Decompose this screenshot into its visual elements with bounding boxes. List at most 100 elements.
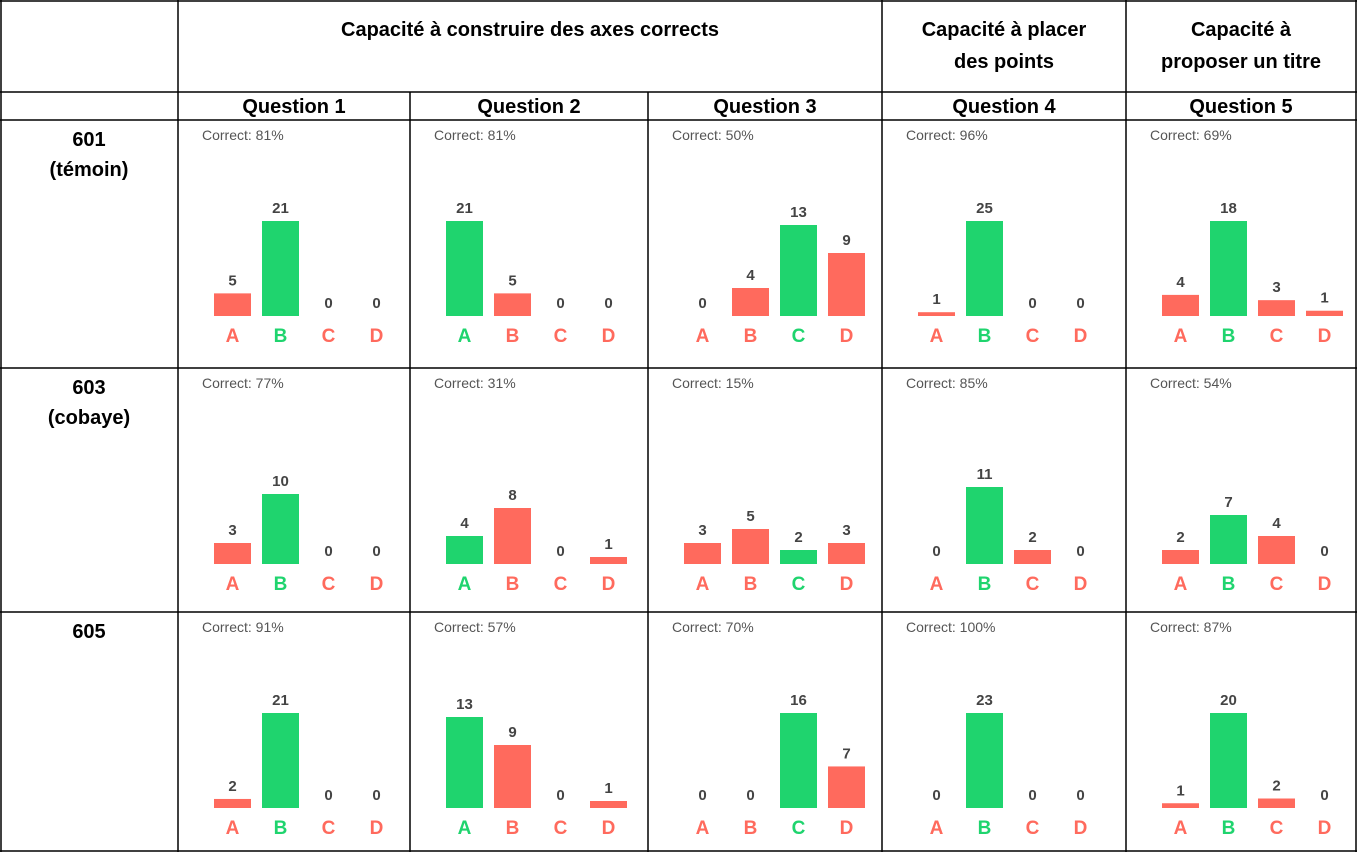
question-header: Question 3 bbox=[713, 96, 816, 118]
option-letter: D bbox=[370, 574, 384, 595]
bar-value: 8 bbox=[508, 487, 516, 504]
bar-value: 0 bbox=[556, 543, 564, 560]
option-letter: A bbox=[930, 326, 944, 347]
bar bbox=[494, 508, 531, 564]
bar bbox=[1014, 550, 1051, 564]
row-label: (cobaye) bbox=[48, 407, 130, 429]
option-letter: A bbox=[930, 574, 944, 595]
group-header: des points bbox=[954, 51, 1054, 73]
row-label: 601 bbox=[72, 129, 105, 151]
correct-rate: Correct: 15% bbox=[672, 375, 754, 391]
option-letter: B bbox=[274, 818, 288, 839]
bar-value: 0 bbox=[372, 543, 380, 560]
option-letter: C bbox=[1026, 574, 1040, 595]
option-letter: A bbox=[930, 818, 944, 839]
option-letter: B bbox=[1222, 326, 1236, 347]
bar bbox=[828, 766, 865, 808]
bar-value: 9 bbox=[508, 724, 516, 741]
bar-value: 2 bbox=[1272, 778, 1280, 795]
correct-rate: Correct: 69% bbox=[1150, 127, 1232, 143]
bar-value: 3 bbox=[842, 522, 850, 539]
option-letter: A bbox=[696, 574, 710, 595]
bar-value: 0 bbox=[1076, 787, 1084, 804]
group-header: proposer un titre bbox=[1161, 51, 1321, 73]
option-letter: D bbox=[370, 818, 384, 839]
option-letter: B bbox=[1222, 574, 1236, 595]
bar-value: 2 bbox=[1028, 529, 1036, 546]
option-letter: D bbox=[602, 326, 616, 347]
bar-value: 21 bbox=[272, 692, 289, 709]
bar bbox=[966, 221, 1003, 316]
correct-rate: Correct: 81% bbox=[202, 127, 284, 143]
correct-rate: Correct: 70% bbox=[672, 619, 754, 635]
bar-value: 0 bbox=[932, 787, 940, 804]
option-letter: C bbox=[322, 818, 336, 839]
bar bbox=[780, 713, 817, 808]
bar-value: 0 bbox=[1320, 787, 1328, 804]
option-letter: A bbox=[1174, 818, 1188, 839]
bar-value: 0 bbox=[698, 787, 706, 804]
option-letter: A bbox=[226, 818, 240, 839]
bar-value: 21 bbox=[272, 200, 289, 217]
option-letter: B bbox=[744, 574, 758, 595]
option-letter: D bbox=[1318, 818, 1332, 839]
bar-value: 2 bbox=[1176, 529, 1184, 546]
bar bbox=[446, 717, 483, 808]
bar-value: 3 bbox=[1272, 279, 1280, 296]
bar bbox=[1258, 798, 1295, 808]
bar-value: 4 bbox=[746, 267, 755, 284]
option-letter: C bbox=[1270, 574, 1284, 595]
bar-value: 3 bbox=[228, 522, 236, 539]
bar-value: 21 bbox=[456, 200, 473, 217]
bar bbox=[966, 713, 1003, 808]
bar bbox=[918, 312, 955, 316]
bar bbox=[494, 745, 531, 808]
bar-value: 0 bbox=[324, 543, 332, 560]
option-letter: C bbox=[1026, 818, 1040, 839]
bar bbox=[590, 557, 627, 564]
bar bbox=[966, 487, 1003, 564]
option-letter: B bbox=[1222, 818, 1236, 839]
correct-rate: Correct: 85% bbox=[906, 375, 988, 391]
option-letter: D bbox=[1074, 818, 1088, 839]
bar-value: 4 bbox=[1272, 515, 1281, 532]
option-letter: D bbox=[840, 818, 854, 839]
bar bbox=[780, 550, 817, 564]
question-header: Question 1 bbox=[242, 96, 345, 118]
bar-value: 18 bbox=[1220, 200, 1237, 217]
option-letter: C bbox=[554, 818, 568, 839]
bar-value: 23 bbox=[976, 692, 993, 709]
bar-value: 1 bbox=[1176, 782, 1184, 799]
option-letter: C bbox=[792, 574, 806, 595]
group-header: Capacité à bbox=[1191, 19, 1292, 41]
bar bbox=[1306, 310, 1343, 316]
bar-value: 0 bbox=[324, 295, 332, 312]
bar-value: 0 bbox=[1028, 295, 1036, 312]
bar-value: 0 bbox=[698, 295, 706, 312]
bar-value: 0 bbox=[604, 295, 612, 312]
option-letter: C bbox=[792, 818, 806, 839]
option-letter: D bbox=[602, 574, 616, 595]
option-letter: C bbox=[322, 574, 336, 595]
group-header: Capacité à placer bbox=[922, 19, 1087, 41]
option-letter: A bbox=[696, 818, 710, 839]
option-letter: C bbox=[792, 326, 806, 347]
bar bbox=[828, 253, 865, 316]
option-letter: D bbox=[840, 326, 854, 347]
option-letter: A bbox=[226, 326, 240, 347]
bar-value: 25 bbox=[976, 200, 993, 217]
option-letter: C bbox=[554, 326, 568, 347]
bar bbox=[590, 801, 627, 808]
bar bbox=[780, 225, 817, 316]
option-letter: C bbox=[1026, 326, 1040, 347]
option-letter: A bbox=[458, 818, 472, 839]
bar-value: 1 bbox=[1320, 290, 1328, 307]
bar-value: 9 bbox=[842, 232, 850, 249]
option-letter: C bbox=[554, 574, 568, 595]
option-letter: B bbox=[274, 574, 288, 595]
correct-rate: Correct: 81% bbox=[434, 127, 516, 143]
bar-value: 16 bbox=[790, 692, 807, 709]
option-letter: D bbox=[1318, 326, 1332, 347]
bar bbox=[1162, 803, 1199, 808]
